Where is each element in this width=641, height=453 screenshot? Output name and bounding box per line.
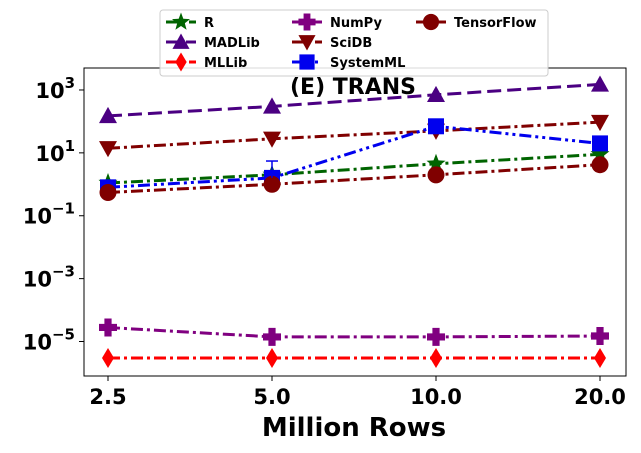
y-tick-label: 101: [35, 137, 75, 166]
legend: R MADLib MLLib NumPy SciDB SystemML TensorFlow: [159, 9, 549, 77]
legend-label: NumPy: [330, 16, 382, 31]
legend-marker: [172, 12, 190, 30]
data-point-systemml: [428, 118, 444, 135]
data-point-numpy: [99, 318, 117, 337]
y-axis-ticks: 103 101 10−1 10−3 10−5: [23, 74, 84, 355]
y-tick-label: 10−1: [23, 200, 75, 229]
data-point-r: [426, 153, 446, 172]
series-line-numpy: [107, 326, 601, 339]
legend-marker: [299, 54, 315, 70]
legend-entry-r: R: [166, 12, 214, 31]
x-axis-title: Million Rows: [262, 413, 446, 443]
legend-entry-madlib: MADLib: [166, 33, 260, 51]
series-layer: [98, 75, 610, 368]
legend-entry-mllib: MLLib: [166, 52, 247, 72]
data-point-scidb: [591, 114, 609, 132]
legend-marker: [175, 52, 187, 72]
series-line-scidb: [107, 120, 601, 150]
data-point-r: [590, 144, 610, 163]
data-point-tensorflow: [99, 183, 117, 201]
series-line-r: [107, 152, 601, 185]
series-line-tensorflow: [107, 163, 601, 194]
data-point-numpy: [263, 327, 281, 346]
series-madlib: [99, 75, 609, 124]
y-tick-label: 103: [35, 74, 75, 103]
legend-label: MADLib: [204, 36, 260, 51]
x-tick-label: 2.5: [89, 385, 126, 409]
series-numpy: [99, 318, 610, 346]
chart-title: (E) TRANS: [290, 75, 416, 100]
data-point-madlib: [99, 106, 117, 124]
legend-entry-systemml: SystemML: [292, 54, 405, 71]
data-point-madlib: [427, 85, 445, 103]
x-axis-ticks: 2.5 5.0 10.0 20.0: [89, 376, 626, 409]
legend-entry-scidb: SciDB: [292, 35, 372, 51]
x-tick-label: 5.0: [253, 385, 290, 409]
series-line-systemml: [107, 124, 601, 189]
legend-frame: [159, 9, 549, 77]
legend-marker: [298, 35, 316, 51]
legend-marker: [298, 13, 316, 31]
legend-marker: [422, 13, 440, 31]
series-mllib: [102, 347, 606, 368]
series-tensorflow: [99, 156, 609, 201]
data-point-tensorflow: [591, 156, 609, 174]
data-point-scidb: [263, 131, 281, 148]
error-bar-systemml: [266, 160, 278, 178]
legend-label: TensorFlow: [454, 16, 537, 31]
x-tick-label: 10.0: [410, 385, 462, 409]
y-tick-label: 10−5: [23, 326, 75, 355]
x-tick-label: 20.0: [574, 385, 626, 409]
data-point-mllib: [594, 347, 606, 368]
data-point-systemml: [592, 135, 608, 152]
legend-label: R: [204, 16, 214, 31]
legend-marker: [172, 33, 190, 49]
data-point-numpy: [427, 327, 445, 346]
data-point-mllib: [102, 347, 114, 368]
y-tick-label: 10−3: [23, 263, 75, 292]
data-point-madlib: [591, 75, 609, 92]
legend-label: MLLib: [204, 56, 247, 71]
data-point-mllib: [430, 347, 442, 368]
legend-label: SciDB: [330, 36, 372, 51]
data-point-scidb: [99, 141, 117, 158]
data-point-numpy: [591, 326, 610, 345]
series-line-madlib: [107, 82, 601, 118]
data-point-tensorflow: [263, 175, 281, 193]
data-point-mllib: [266, 347, 278, 368]
legend-label: SystemML: [330, 56, 405, 71]
data-point-madlib: [263, 97, 281, 114]
legend-entry-numpy: NumPy: [292, 13, 382, 31]
data-point-tensorflow: [427, 166, 445, 184]
legend-entry-tensorflow: TensorFlow: [416, 13, 537, 31]
